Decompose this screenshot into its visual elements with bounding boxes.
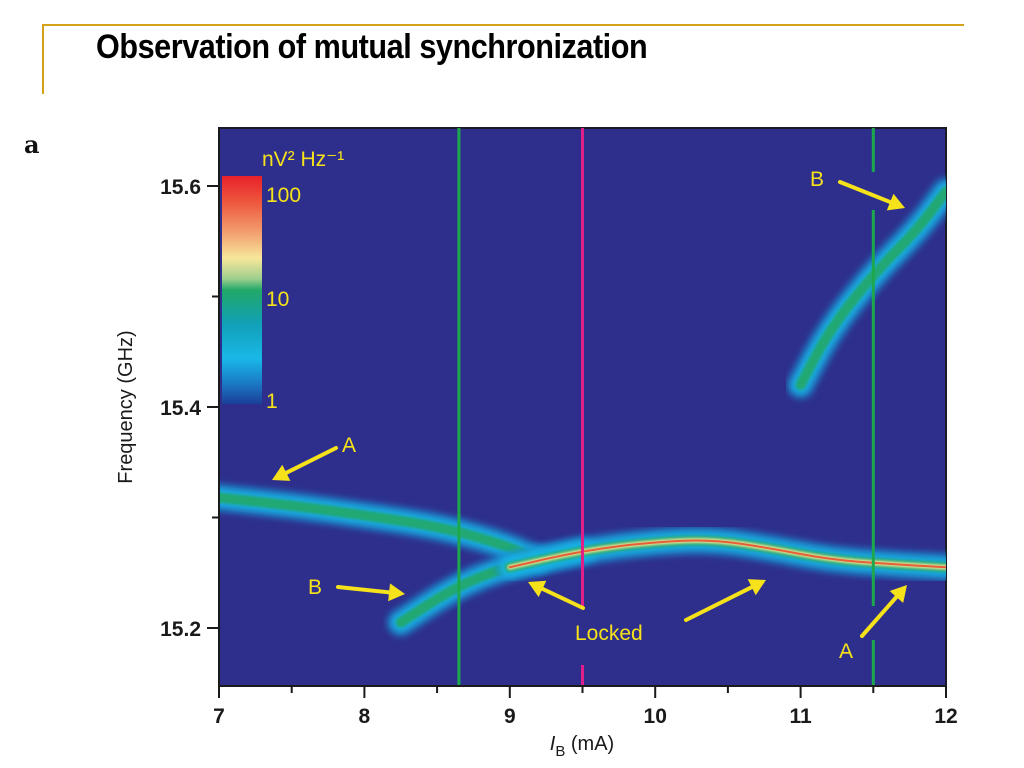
x-tick-label-7: 7 (213, 705, 225, 728)
y-tick-label-15.6: 15.6 (160, 176, 201, 199)
annotation-arrow-locked-right (684, 579, 766, 622)
annotation-arrow-b-left-shaft (336, 585, 392, 595)
annotation-arrow-locked-left-shaft (540, 586, 585, 610)
annotation-arrow-b-left-head (388, 583, 405, 602)
y-tick-label-15.4: 15.4 (160, 397, 201, 420)
y-tick-label-15.2: 15.2 (160, 618, 201, 641)
x-axis-label: IB (mA) (550, 733, 614, 760)
annotation-arrow-a-right (860, 585, 907, 638)
x-tick-label-11: 11 (789, 705, 812, 728)
title-accent-line-left (42, 24, 44, 94)
title-accent-line-top (42, 24, 964, 26)
x-tick-label-8: 8 (359, 705, 371, 728)
colorbar: nV² Hz⁻¹ 100 10 1 (222, 148, 344, 413)
annotation-arrow-a-left-shaft (284, 446, 338, 475)
annotation-arrow-a-right-head (889, 585, 907, 603)
annotation-arrow-a-left (272, 446, 338, 481)
trace-locked-2 (494, 525, 946, 583)
annotation-arrow-a-left-head (272, 464, 291, 481)
annotation-label-b-left: B (308, 576, 322, 599)
trace-a-0 (219, 482, 554, 575)
x-tick-label-12: 12 (934, 705, 957, 728)
colorbar-title: nV² Hz⁻¹ (262, 148, 344, 171)
trace-locked-layer-4 (508, 539, 946, 569)
annotation-arrow-b-right (838, 180, 905, 211)
y-axis-label: Frequency (GHz) (115, 330, 137, 483)
colorbar-tick-10: 10 (266, 288, 289, 311)
annotation-arrow-locked-left-head (528, 580, 547, 597)
trace-b-upper-3 (785, 176, 946, 400)
annotation-arrow-locked-left (528, 580, 585, 610)
x-tick-label-10: 10 (644, 705, 667, 728)
annotation-arrow-b-left (336, 583, 405, 602)
x-axis-label-var: I (550, 733, 556, 755)
axes: 7 8 9 10 11 12 15.2 15.4 15.6 (160, 128, 958, 728)
annotation-arrow-b-right-head (886, 193, 905, 211)
marker-lines (457, 128, 875, 686)
x-tick-label-9: 9 (504, 705, 516, 728)
trace-a-layer-2 (219, 492, 544, 565)
annotation-label-locked: Locked (575, 622, 643, 645)
colorbar-tick-100: 100 (266, 184, 301, 207)
colorbar-gradient (222, 176, 262, 404)
trace-b-upper-layer-2 (795, 186, 946, 390)
annotation-label-a-right: A (839, 640, 853, 663)
x-axis-label-unit: (mA) (565, 733, 614, 755)
annotation-arrow-locked-right-head (747, 579, 766, 596)
annotation-label-a-left: A (342, 434, 356, 457)
x-axis-label-sub: B (555, 743, 565, 760)
annotation-arrow-b-right-shaft (838, 180, 893, 205)
panel-label: a (24, 130, 40, 159)
annotation-arrow-locked-right-shaft (684, 585, 754, 622)
annotations: A B B A Locked (272, 168, 907, 663)
spectral-traces (219, 176, 946, 638)
annotation-arrow-a-right-shaft (860, 594, 899, 638)
colorbar-tick-1: 1 (266, 390, 278, 413)
slide-title: Observation of mutual synchronization (96, 28, 648, 66)
annotation-label-b-right: B (810, 168, 824, 191)
